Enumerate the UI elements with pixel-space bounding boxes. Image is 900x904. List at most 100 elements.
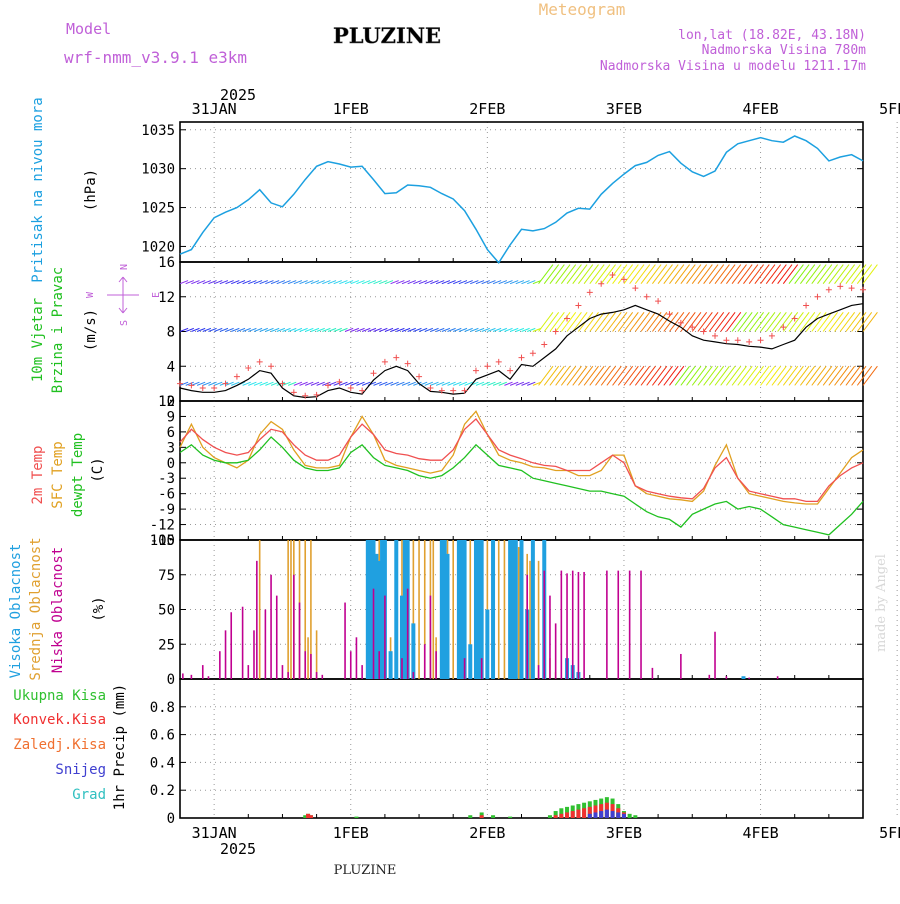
wind-barb xyxy=(703,365,719,386)
wind-barb xyxy=(509,381,519,386)
wind-barb xyxy=(208,381,217,386)
wind-gust-marker xyxy=(552,328,559,335)
wind-barb xyxy=(350,381,360,386)
precip-bar-conv xyxy=(479,815,484,818)
wind-barb xyxy=(794,264,810,285)
y-tick-label: 0 xyxy=(167,811,175,827)
cloud-unit: (%) xyxy=(91,596,107,621)
wind-gust-marker xyxy=(279,380,286,387)
wind-gust-marker xyxy=(484,363,491,370)
wind-barb xyxy=(697,311,713,332)
wind-barb xyxy=(458,280,468,285)
wind-barb xyxy=(851,311,867,332)
wind-barb xyxy=(817,264,833,285)
wind-barb xyxy=(862,264,878,285)
date-label-top: 5FEB xyxy=(879,100,900,118)
wind-barb xyxy=(191,280,200,285)
wind-barb xyxy=(527,381,536,386)
wind-barb xyxy=(270,327,280,332)
wind-barb xyxy=(583,264,599,285)
wind-barb xyxy=(538,365,554,386)
wind-barb xyxy=(686,311,702,332)
precip-bar-total xyxy=(508,816,513,818)
wind-barb xyxy=(179,381,189,386)
y-tick-label: 0 xyxy=(167,672,175,688)
wind-barb xyxy=(396,327,405,332)
wind-barb xyxy=(424,381,434,386)
wind-barb xyxy=(373,280,382,285)
wind-barb xyxy=(634,311,651,332)
wind-barb xyxy=(754,311,770,332)
precip-bar-conv xyxy=(559,813,564,818)
temp-sfc-line xyxy=(179,410,864,505)
wind-gust-marker xyxy=(211,384,218,391)
precip-bar-total xyxy=(303,815,308,818)
date-label-top: 2FEB xyxy=(469,100,505,118)
precip-unit: 1hr Precip (mm) xyxy=(112,684,128,810)
wind-barb xyxy=(760,311,776,332)
wind-barb xyxy=(498,280,508,285)
wind-gust-marker xyxy=(734,337,741,344)
wind-barb xyxy=(549,311,565,332)
wind-barb xyxy=(737,264,753,285)
wind-barb xyxy=(572,365,588,386)
y-tick-label: 0 xyxy=(167,456,175,472)
y-tick-label: 16 xyxy=(158,255,175,271)
wind-gust-marker xyxy=(575,302,582,309)
wind-barb xyxy=(344,327,354,332)
date-label-bottom: 4FEB xyxy=(742,824,778,842)
wind-barb xyxy=(782,365,799,386)
wind-barb xyxy=(754,264,770,285)
wind-barb xyxy=(430,280,439,285)
wind-barb xyxy=(276,280,286,285)
wind-barb xyxy=(504,280,513,285)
wind-barb xyxy=(595,311,611,332)
wind-gust-marker xyxy=(860,286,866,293)
wind-gust-marker xyxy=(632,285,639,292)
wind-barb xyxy=(543,365,560,386)
wind-barb xyxy=(231,381,240,386)
wind-gust-marker xyxy=(620,276,627,283)
wind-barb xyxy=(748,311,764,332)
wind-gust-marker xyxy=(507,367,514,374)
wind-gust-marker xyxy=(791,315,798,322)
wind-barb xyxy=(396,280,405,285)
wind-barb xyxy=(236,327,246,332)
wind-barb xyxy=(612,311,628,332)
wind-key-arrows xyxy=(107,276,139,314)
wind-gust-marker xyxy=(666,311,673,318)
wind-barb xyxy=(748,264,764,285)
wind-barb xyxy=(475,381,485,386)
wind-barb xyxy=(691,311,708,332)
wind-barb xyxy=(441,381,451,386)
wind-barb xyxy=(441,280,451,285)
wind-barb xyxy=(674,311,690,332)
precip-bar-total xyxy=(547,815,552,818)
y-tick-label: 9 xyxy=(167,409,175,425)
y-tick-label: -6 xyxy=(158,487,175,503)
wind-barb xyxy=(424,280,434,285)
wind-barb xyxy=(652,311,668,332)
wind-gust-marker xyxy=(541,341,548,348)
wind-barb xyxy=(606,365,622,386)
wind-barb xyxy=(817,311,833,332)
wind-barb xyxy=(822,311,838,332)
wind-gust-marker xyxy=(381,358,388,365)
wind-barb xyxy=(305,280,314,285)
temp-2m-title: 2m Temp xyxy=(30,445,46,504)
wind-barb xyxy=(316,327,325,332)
wind-barb xyxy=(413,280,422,285)
wind-barb xyxy=(634,365,651,386)
cloud-mid-title: Srednja Oblacnost xyxy=(28,537,44,680)
y-tick-label: 0.6 xyxy=(150,728,175,744)
wind-barb xyxy=(822,365,838,386)
wind-barb xyxy=(327,381,337,386)
wind-barb xyxy=(794,311,810,332)
wind-barb xyxy=(225,280,234,285)
wind-gust-marker xyxy=(825,286,832,293)
wind-barb xyxy=(373,381,382,386)
wind-barb xyxy=(367,327,377,332)
wind-barb xyxy=(515,381,525,386)
wind-barb xyxy=(344,280,354,285)
wind-barb xyxy=(453,381,462,386)
